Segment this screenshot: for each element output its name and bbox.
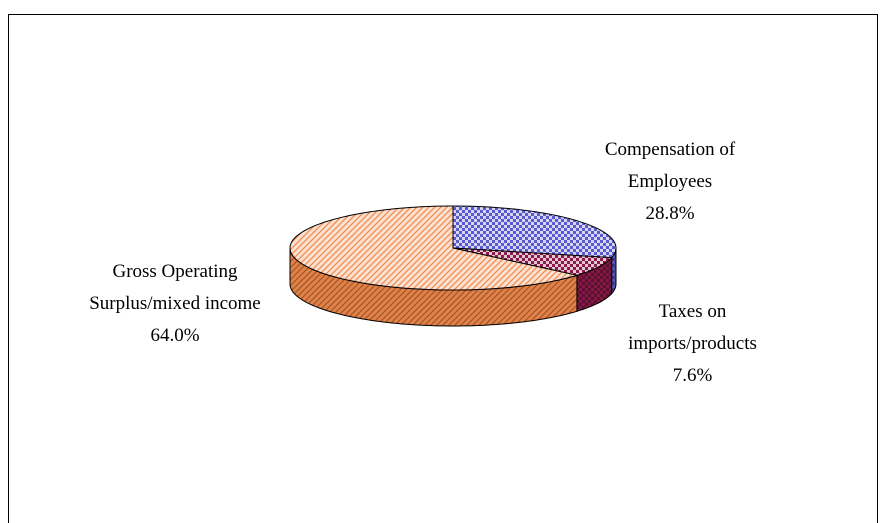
- slice: [289, 205, 578, 291]
- slice-label: Taxes on imports/products 7.6%: [605, 296, 780, 392]
- chart-frame: [8, 14, 878, 523]
- category-label: Gross Operating Surplus/mixed income: [89, 261, 261, 314]
- value-label: 28.8%: [645, 203, 695, 224]
- value-label: 7.6%: [672, 365, 713, 386]
- value-label: 64.0%: [150, 325, 200, 346]
- slice: [452, 205, 617, 259]
- slice-label: Gross Operating Surplus/mixed income 64.0…: [60, 256, 290, 352]
- pie-tops: [289, 205, 617, 291]
- category-label: Taxes on imports/products: [628, 301, 757, 354]
- slice-label: Compensation of Employees 28.8%: [580, 134, 760, 230]
- slice: [452, 247, 613, 276]
- category-label: Compensation of Employees: [604, 139, 736, 192]
